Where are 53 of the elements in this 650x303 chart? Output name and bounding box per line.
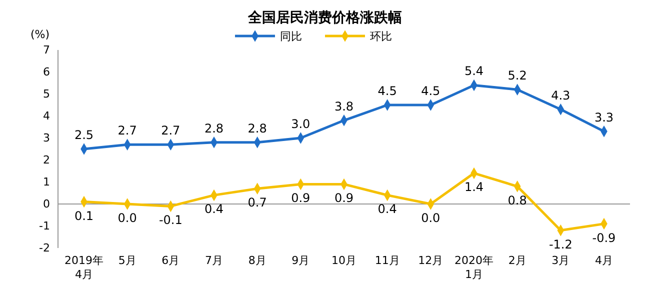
legend-label: 同比: [280, 30, 302, 43]
data-label: 4.5: [378, 84, 397, 98]
y-tick-label: 4: [43, 110, 50, 123]
x-tick-label: 3月: [552, 254, 570, 267]
data-label: 5.4: [464, 64, 484, 78]
data-label: 0.7: [248, 196, 267, 210]
data-label: 3.0: [291, 117, 310, 131]
x-tick-label: 6月: [162, 254, 180, 267]
x-tick-label: 2019年 4月: [64, 254, 104, 281]
data-label: 0.4: [204, 202, 224, 216]
chart-title: 全国居民消费价格涨跌幅: [247, 10, 402, 26]
data-label: 0.1: [74, 208, 94, 223]
data-label: 2.7: [118, 124, 137, 138]
y-tick-label: 7: [43, 44, 50, 57]
x-tick-label: 12月: [418, 254, 444, 267]
x-tick-label: 2020年 1月: [454, 254, 494, 281]
data-label: 2.5: [74, 128, 94, 142]
data-label: -1.2: [548, 237, 572, 252]
y-tick-label: 3: [43, 132, 50, 145]
data-label: 2.7: [161, 124, 180, 138]
data-label: 4.5: [421, 84, 440, 98]
y-tick-label: -2: [39, 242, 50, 255]
data-label: 0.9: [334, 191, 354, 206]
legend-label: 环比: [370, 30, 392, 43]
x-tick-label: 8月: [248, 254, 266, 267]
data-label: 0.8: [508, 193, 527, 208]
data-label: 3.3: [594, 110, 614, 124]
data-label: 4.3: [551, 88, 570, 102]
x-tick-label: 7月: [205, 254, 223, 267]
data-label: 1.4: [464, 180, 484, 194]
data-label: -0.1: [158, 213, 182, 228]
y-tick-label: 5: [43, 88, 50, 101]
data-label: 2.8: [248, 121, 267, 136]
y-tick-label: 2: [43, 154, 50, 167]
x-tick-label: 4月: [595, 254, 613, 267]
x-tick-label: 9月: [292, 254, 310, 267]
y-tick-label: 0: [43, 198, 50, 211]
y-tick-label: 6: [43, 66, 50, 79]
data-label: 0.0: [421, 211, 440, 225]
y-tick-label: 1: [43, 176, 50, 189]
data-label: 5.2: [508, 68, 527, 83]
x-tick-label: 11月: [374, 254, 400, 267]
data-label: 0.9: [291, 191, 310, 206]
data-label: 0.4: [378, 202, 397, 216]
data-label: 3.8: [334, 99, 354, 114]
y-tick-label: -1: [39, 220, 50, 233]
y-axis-title: (%): [30, 28, 50, 41]
x-tick-label: 10月: [332, 254, 356, 267]
x-tick-label: 2月: [508, 254, 526, 267]
x-tick-label: 5月: [118, 254, 136, 267]
data-label: -0.9: [592, 230, 616, 245]
data-label: 2.8: [204, 121, 224, 136]
data-label: 0.0: [118, 211, 137, 225]
